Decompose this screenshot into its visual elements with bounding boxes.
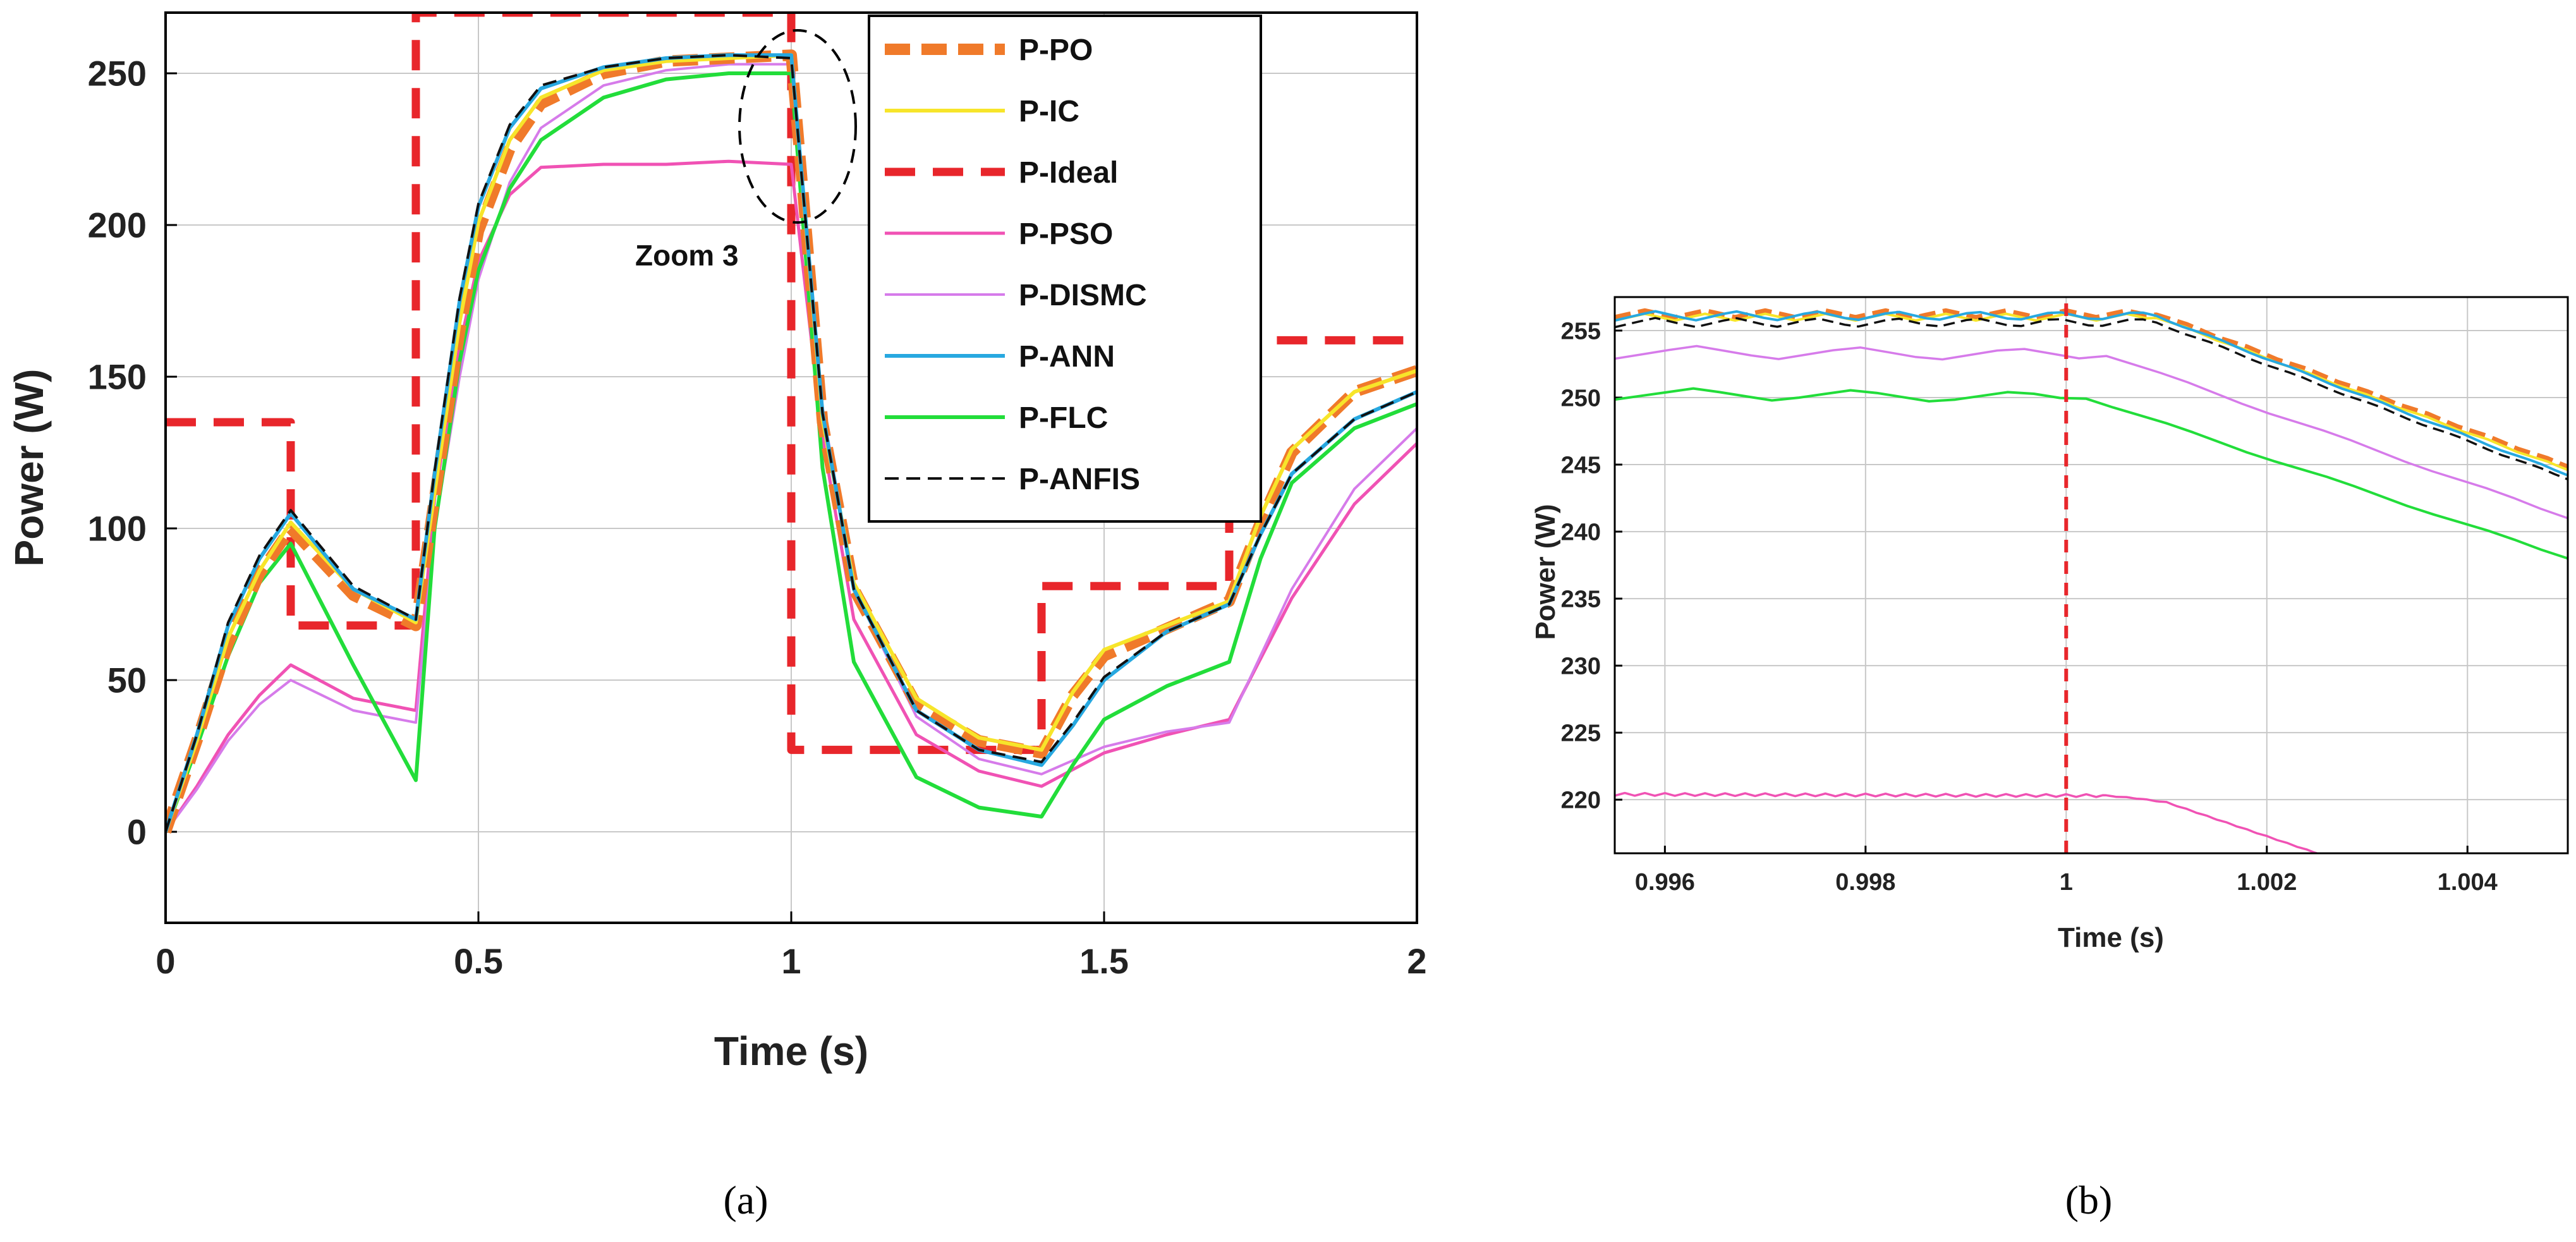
legend-box: [868, 15, 1262, 523]
y-tick-label-a-0: 0: [127, 812, 147, 852]
series-lines-b: [1615, 297, 2568, 853]
plot-area-b: [1615, 297, 2568, 853]
y-tick-label-b-3: 235: [1561, 586, 1601, 612]
legend-label-p-ideal: P-Ideal: [1019, 156, 1118, 190]
y-tick-label-a-2: 100: [88, 509, 147, 549]
y-tick-label-b-6: 250: [1561, 385, 1601, 411]
panel-a: 0 0.5 1 1.5 2 0 50 100 150 200 250 Zoom 3 Time (s)…: [6, 11, 1427, 1222]
y-tick-label-a-1: 50: [107, 661, 147, 700]
x-tick-label-a-0: 0: [155, 941, 175, 981]
legend-items: P-PO P-IC P-Ideal P-PSO P-DISMC P-ANN P-FLC P-A…: [885, 33, 1147, 496]
x-tick-label-a-2: 1: [781, 941, 801, 981]
series-line-p-ideal-a: [166, 13, 1417, 754]
y-tick-label-a-4: 200: [88, 205, 147, 245]
x-tick-label-b-2: 1: [2060, 869, 2073, 896]
zoom-ellipse: [738, 29, 857, 224]
y-tick-label-b-2: 230: [1561, 653, 1601, 679]
y-axis-label-b: Power (W): [1530, 504, 1561, 640]
legend-label-p-flc: P-FLC: [1019, 401, 1108, 435]
y-tick-label-b-1: 225: [1561, 720, 1601, 746]
x-tick-label-b-0: 0.996: [1635, 869, 1695, 896]
series-lines-a: [166, 13, 1417, 834]
x-axis-label-a: Time (s): [714, 1028, 868, 1074]
legend-label-p-po: P-PO: [1019, 33, 1093, 67]
y-tick-label-a-3: 150: [88, 357, 147, 397]
legend-a: P-PO P-IC P-Ideal P-PSO P-DISMC P-ANN P-FLC P-A…: [868, 15, 1262, 523]
y-tick-label-b-7: 255: [1561, 318, 1601, 344]
series-line-p-dismc-a: [166, 63, 1417, 833]
series-line-p-anfis-a: [166, 54, 1417, 832]
legend-label-p-ann: P-ANN: [1019, 340, 1115, 374]
series-line-p-flc-b: [1615, 387, 2568, 560]
panel-b: 0.996 0.998 1 1.002 1.004 220 225 230 235 240 245 2…: [1530, 296, 2569, 1222]
series-group-a: [166, 13, 1417, 834]
x-tick-label-b-4: 1.004: [2438, 869, 2498, 896]
x-tick-label-a-4: 2: [1407, 941, 1426, 981]
series-line-p-ann-a: [166, 53, 1417, 832]
x-tick-label-b-3: 1.002: [2237, 869, 2297, 896]
x-axis-label-b: Time (s): [2058, 922, 2164, 953]
axes-box-b: [1613, 296, 2569, 855]
y-axis-label-a: Power (W): [6, 369, 52, 567]
y-tick-label-a-5: 250: [88, 54, 147, 94]
gridlines-b: [1615, 297, 2568, 853]
tick-labels-b: 0.996 0.998 1 1.002 1.004 220 225 230 235 240 245 2…: [1561, 318, 2498, 896]
x-tick-label-a-1: 0.5: [454, 941, 503, 981]
x-tick-label-b-1: 0.998: [1835, 869, 1895, 896]
tick-labels-a: 0 0.5 1 1.5 2 0 50 100 150 200 250: [88, 54, 1427, 981]
series-line-p-flc-a: [166, 71, 1417, 833]
legend-label-p-dismc: P-DISMC: [1019, 279, 1147, 312]
panel-label-a: (a): [723, 1178, 768, 1222]
series-line-p-pso-a: [166, 159, 1417, 833]
series-line-p-dismc-b: [1615, 344, 2568, 520]
series-line-p-pso-b: [1615, 791, 2318, 853]
series-line-p-anfis-b: [1615, 317, 2568, 481]
legend-label-p-ic: P-IC: [1019, 95, 1079, 128]
series-line-p-ic-a: [166, 53, 1417, 832]
panel-label-b: (b): [2065, 1178, 2113, 1222]
y-tick-label-b-0: 220: [1561, 787, 1601, 813]
series-group-b: [1615, 297, 2568, 853]
zoom-annotation: Zoom 3: [635, 239, 739, 272]
x-tick-label-a-3: 1.5: [1079, 941, 1129, 981]
series-line-p-ann-b: [1615, 310, 2568, 477]
y-tick-label-b-5: 245: [1561, 452, 1601, 478]
legend-label-p-pso: P-PSO: [1019, 217, 1113, 251]
series-line-p-po-b: [1615, 308, 2568, 470]
legend-label-p-anfis: P-ANFIS: [1019, 463, 1140, 496]
y-tick-label-b-4: 240: [1561, 519, 1601, 545]
axes-box-a: [164, 11, 1418, 924]
